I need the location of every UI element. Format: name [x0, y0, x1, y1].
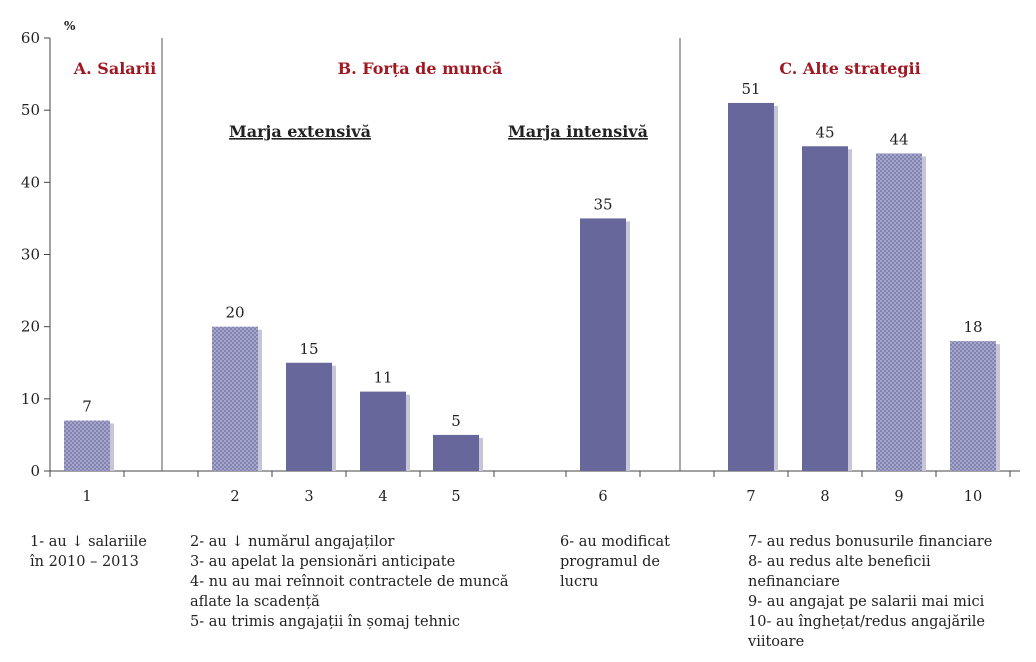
- bar: [286, 362, 332, 471]
- legend-line: 2- au ↓ numărul angajaților: [190, 534, 395, 550]
- bar: [64, 420, 110, 471]
- x-tick-label: 1: [82, 489, 91, 505]
- legend-line: programul de: [560, 554, 660, 570]
- bar-value-label: 44: [889, 130, 908, 148]
- x-tick-label: 4: [378, 489, 387, 505]
- bar-value-label: 18: [963, 318, 982, 336]
- legend-line: viitoare: [748, 634, 805, 650]
- bar: [802, 146, 848, 471]
- subsection-title: Marja intensivă: [508, 122, 648, 141]
- legend-line: 8- au redus alte beneficii: [748, 554, 931, 570]
- x-tick-label: 2: [230, 489, 239, 505]
- y-tick-label: 0: [30, 462, 40, 480]
- legend-line: lucru: [560, 574, 599, 590]
- legend-column-salaries: 1- au ↓ salariile în 2010 – 2013: [30, 532, 147, 572]
- x-tick-label: 3: [304, 489, 313, 505]
- legend-line: 9- au angajat pe salarii mai mici: [748, 594, 985, 610]
- subsection-title: Marja extensivă: [229, 122, 371, 141]
- bar-value-label: 7: [82, 397, 92, 415]
- bar: [212, 326, 258, 471]
- section-title: A. Salarii: [73, 59, 157, 78]
- y-axis-unit-label: %: [64, 19, 76, 33]
- bar: [433, 434, 479, 471]
- section-title: B. Forța de muncă: [338, 59, 503, 78]
- legend-line: nefinanciare: [748, 574, 840, 590]
- x-tick-label: 10: [964, 489, 982, 505]
- y-tick-label: 50: [21, 101, 40, 119]
- bar: [950, 341, 996, 471]
- legend-line: 10- au înghețat/redus angajările: [748, 614, 985, 630]
- legend-line: 7- au redus bonusurile financiare: [748, 534, 993, 550]
- bar-value-label: 15: [299, 340, 318, 358]
- bar-chart: 0102030405060%71202153114553565174584491…: [21, 19, 1020, 505]
- x-tick-label: 8: [820, 489, 829, 505]
- bar-value-label: 51: [741, 80, 760, 98]
- y-tick-label: 30: [21, 246, 40, 264]
- bar-value-label: 35: [593, 195, 612, 213]
- legend-line: 4- nu au mai reînnoit contractele de mun…: [190, 574, 509, 590]
- bar-value-label: 5: [451, 412, 461, 430]
- legend-column-labor: 2- au ↓ numărul angajaților 3- au apelat …: [190, 532, 509, 632]
- x-tick-label: 7: [746, 489, 755, 505]
- legend-line: aflate la scadență: [190, 594, 320, 610]
- y-tick-label: 40: [21, 173, 40, 191]
- bar-value-label: 20: [225, 304, 244, 322]
- x-tick-label: 6: [598, 489, 607, 505]
- x-tick-label: 9: [894, 489, 903, 505]
- legend-line: 5- au trimis angajații în șomaj tehnic: [190, 614, 461, 630]
- legend-column-intensive: 6- au modificat programul de lucru: [560, 532, 670, 592]
- legend-line: 6- au modificat: [560, 534, 670, 550]
- bar: [876, 153, 922, 471]
- bar: [580, 218, 626, 471]
- x-tick-label: 5: [451, 489, 460, 505]
- legend-line: 3- au apelat la pensionări anticipate: [190, 554, 456, 570]
- legend-column-other: 7- au redus bonusurile financiare 8- au r…: [748, 532, 992, 652]
- y-tick-label: 10: [21, 390, 40, 408]
- legend-line: în 2010 – 2013: [30, 554, 139, 570]
- y-tick-label: 60: [21, 29, 40, 47]
- legend-line: 1- au ↓ salariile: [30, 534, 147, 550]
- bar-value-label: 45: [815, 123, 834, 141]
- y-tick-label: 20: [21, 318, 40, 336]
- bar-value-label: 11: [373, 369, 392, 387]
- bar: [360, 391, 406, 471]
- bar: [728, 102, 774, 471]
- section-title: C. Alte strategii: [779, 59, 920, 78]
